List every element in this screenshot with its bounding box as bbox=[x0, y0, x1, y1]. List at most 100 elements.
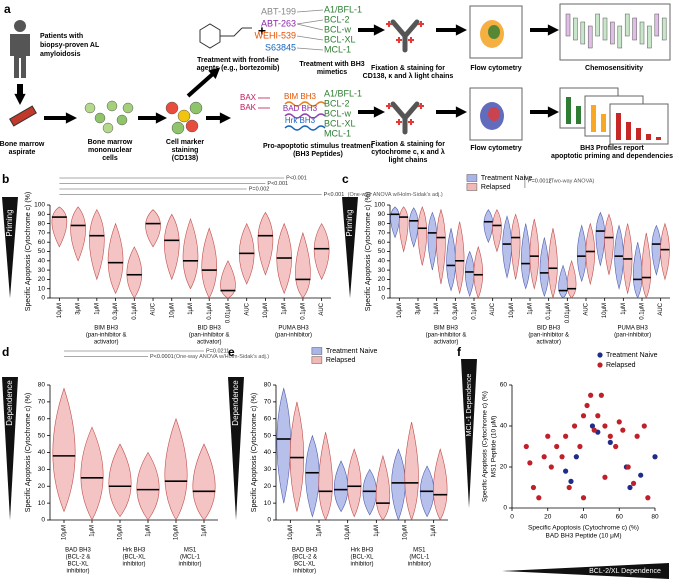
scatter-point bbox=[638, 472, 644, 478]
x-tick-label: 10μM bbox=[397, 303, 403, 318]
diagram-text: CD138, κ and λ light chains bbox=[363, 72, 454, 80]
stat-note: (One-way ANOVA w/Holm-Sidak's adj.) bbox=[348, 192, 443, 198]
x-tick-label: 10μM bbox=[602, 303, 608, 318]
violin bbox=[585, 222, 596, 286]
panel-label: e bbox=[228, 345, 235, 359]
y-tick-label: 10 bbox=[264, 500, 272, 507]
group-label: MS1 bbox=[184, 548, 197, 554]
diagram-text: aspirate bbox=[9, 149, 36, 156]
scatter-point bbox=[641, 423, 647, 429]
violin bbox=[483, 209, 494, 243]
diagram-text: mononuclear bbox=[88, 147, 132, 154]
scatter-point bbox=[563, 468, 569, 474]
violin bbox=[108, 443, 132, 518]
violin bbox=[548, 228, 558, 300]
side-wedge bbox=[2, 197, 18, 298]
x-tick-label: 0.1μM bbox=[640, 303, 646, 320]
diagram-text: BH3 Profiles report bbox=[580, 145, 644, 152]
violin bbox=[529, 218, 540, 290]
arrow-head bbox=[547, 106, 559, 118]
y-tick-label: 90 bbox=[378, 211, 386, 218]
patient-icon bbox=[14, 20, 26, 32]
violin bbox=[566, 259, 577, 299]
violin bbox=[333, 460, 349, 513]
arrow-head bbox=[455, 106, 467, 118]
x-tick-label: 0.3μM bbox=[113, 303, 119, 320]
diagram-text: amyloidosis bbox=[40, 51, 81, 58]
molecule-icon bbox=[199, 23, 252, 49]
x-tick-label: 0.01μM bbox=[565, 303, 571, 323]
scatter-point bbox=[588, 392, 594, 398]
scatter-point bbox=[580, 413, 587, 419]
arrow-head bbox=[547, 24, 559, 36]
legend-label: Treatment Naive bbox=[606, 352, 658, 359]
legend-swatch bbox=[311, 347, 323, 355]
violin bbox=[375, 454, 391, 521]
arrow-head bbox=[373, 106, 385, 118]
flow-cloud bbox=[488, 25, 500, 39]
stain-icon bbox=[396, 119, 402, 125]
diagram-text: Hrk BH3 bbox=[285, 116, 316, 125]
scatter-point bbox=[627, 484, 633, 491]
y-tick-label: 100 bbox=[34, 202, 45, 209]
y-tick-label: 70 bbox=[38, 230, 46, 237]
scatter-point bbox=[563, 433, 569, 439]
y-axis-label: Specific Apoptosis (Cytochrome c) (%) bbox=[365, 192, 372, 311]
diagram-text: Chemosensitivity bbox=[585, 65, 643, 72]
violin bbox=[192, 443, 216, 521]
violin bbox=[257, 211, 274, 276]
x-tick-label: 10μM bbox=[345, 525, 351, 540]
cell-icon bbox=[94, 112, 106, 124]
legend-marker bbox=[597, 352, 603, 358]
bottom-wedge bbox=[502, 563, 669, 579]
x-tick-label: AUC bbox=[319, 302, 325, 315]
violin bbox=[651, 224, 662, 276]
violin bbox=[136, 451, 160, 521]
diagram-text: BAK bbox=[240, 103, 257, 112]
stat-note: (Two-way ANOVA) bbox=[549, 178, 595, 184]
violin bbox=[641, 232, 652, 299]
diagram-text: agents (e.g., bortezomib) bbox=[197, 65, 280, 72]
diagram-text: staining bbox=[172, 147, 199, 154]
violin bbox=[52, 387, 76, 513]
group-label: BAD BH3 bbox=[65, 548, 91, 554]
legend-label: Relapsed bbox=[481, 184, 511, 191]
y-tick-label: 40 bbox=[38, 258, 46, 265]
y-tick-label: 80 bbox=[38, 382, 46, 389]
stat-note: (One-way ANOVA w/Holm-Sidak's adj.) bbox=[174, 354, 269, 360]
cell-icon bbox=[84, 102, 96, 114]
dependence-label: BCL-2/XL Dependence bbox=[589, 568, 661, 575]
side-label: Dependence bbox=[231, 380, 240, 426]
scatter-point bbox=[548, 464, 554, 470]
x-tick-label: 10μM bbox=[174, 525, 180, 540]
diagram-text: ABT-263 bbox=[261, 18, 296, 28]
violin bbox=[182, 218, 199, 290]
y-tick-label: 10 bbox=[38, 285, 46, 292]
group-label: activator) bbox=[197, 340, 222, 346]
panel-label: f bbox=[457, 345, 462, 359]
violin bbox=[614, 224, 624, 290]
x-tick-label: 10μM bbox=[263, 303, 269, 318]
diagram-text: a bbox=[4, 2, 11, 16]
peptide-icon bbox=[284, 101, 326, 107]
arrow-head bbox=[373, 24, 385, 36]
mini-box bbox=[565, 13, 571, 37]
group-label: (pan-inhibitor) bbox=[275, 333, 312, 339]
scatter-point bbox=[645, 495, 651, 501]
violin bbox=[70, 206, 86, 262]
mini-bar bbox=[591, 105, 596, 132]
side-label: Priming bbox=[5, 209, 14, 236]
mini-box bbox=[573, 17, 578, 41]
violin bbox=[164, 417, 188, 521]
mini-box bbox=[624, 13, 630, 37]
group-label: (pan-inhibitor & bbox=[86, 333, 127, 339]
violin bbox=[80, 426, 104, 521]
mini-box bbox=[654, 13, 660, 37]
violin bbox=[107, 222, 124, 295]
side-wedge bbox=[2, 377, 18, 520]
violin bbox=[632, 242, 643, 299]
peptide-icon bbox=[284, 113, 326, 119]
stain-icon bbox=[418, 103, 424, 109]
target-link bbox=[296, 9, 324, 13]
target-link bbox=[296, 19, 324, 25]
